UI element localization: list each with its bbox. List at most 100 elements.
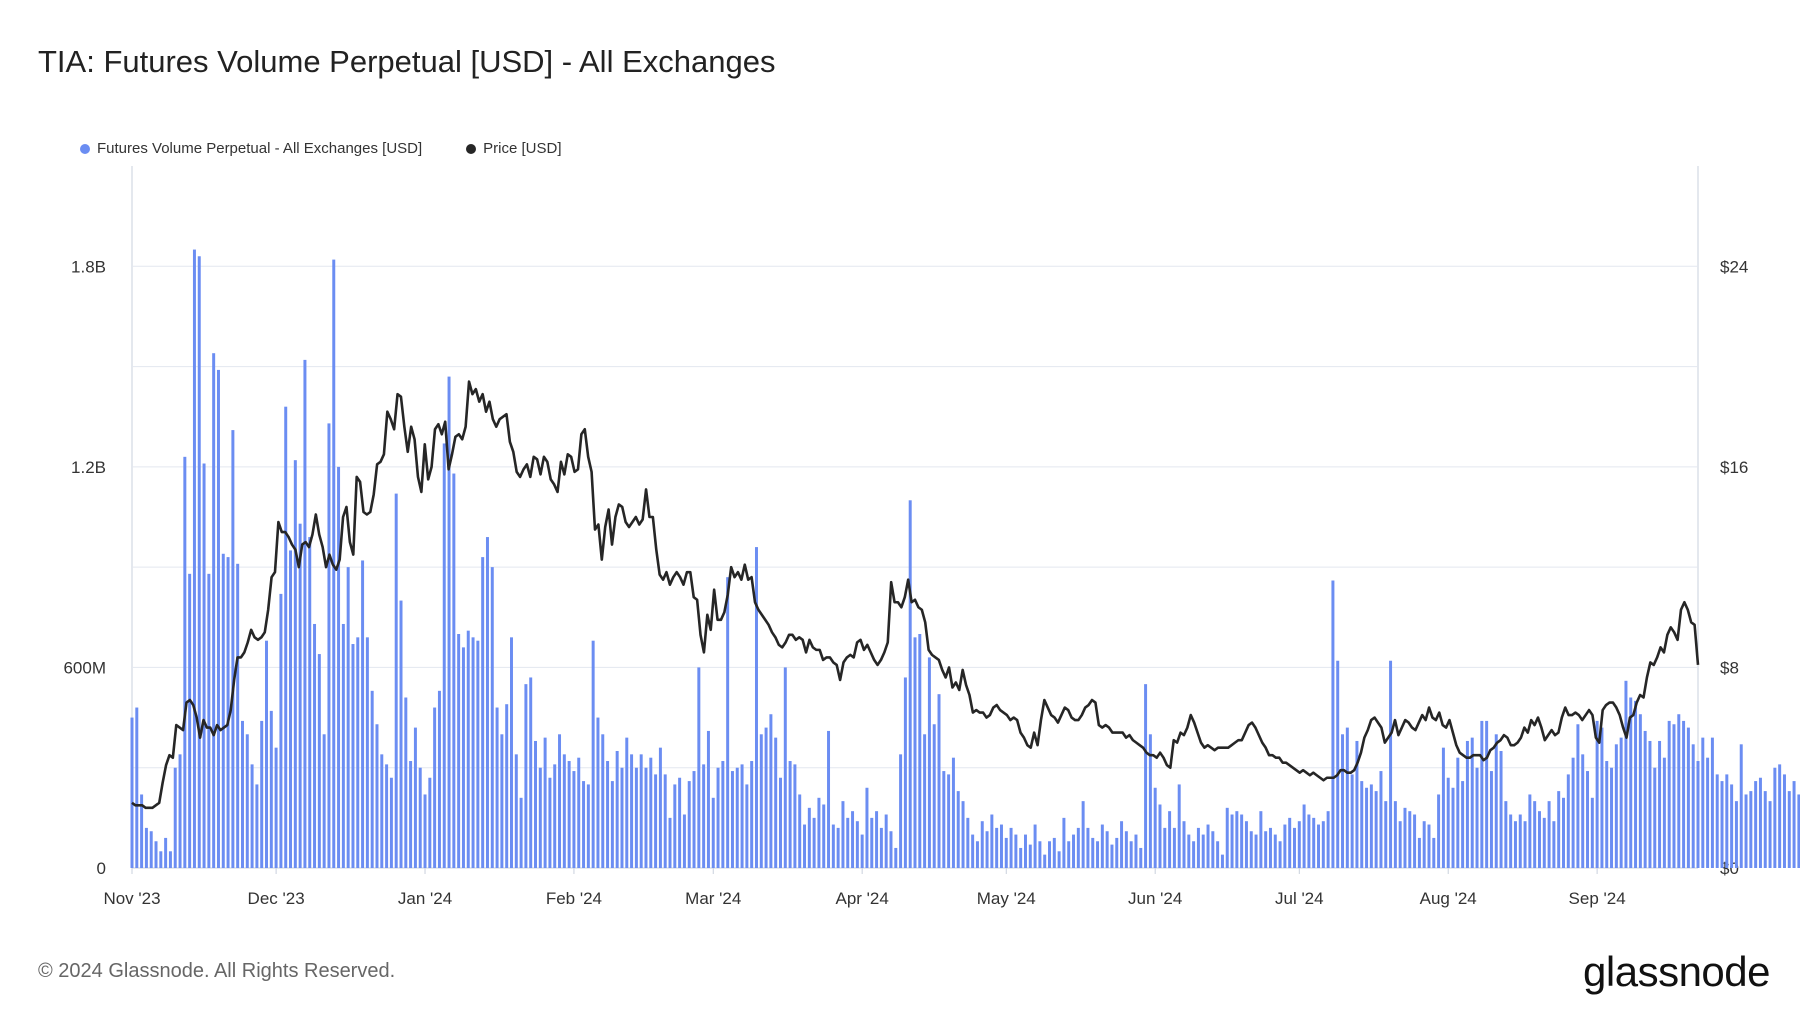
volume-bar (947, 774, 951, 868)
volume-bar (831, 824, 835, 868)
volume-bar (567, 761, 571, 868)
volume-bar (1552, 821, 1556, 868)
volume-bar (1485, 720, 1489, 868)
volume-bar (409, 761, 413, 868)
volume-bar (903, 677, 907, 868)
volume-bar (822, 804, 826, 868)
volume-bar (779, 777, 782, 868)
volume-bar (860, 834, 864, 868)
volume-bar (1571, 757, 1575, 868)
volume-bar (1374, 791, 1378, 868)
volume-bar (365, 637, 369, 868)
legend-item-volume[interactable]: Futures Volume Perpetual - All Exchanges… (80, 140, 422, 157)
volume-bar (1528, 794, 1532, 868)
volume-bar (1278, 841, 1282, 868)
volume-bar (894, 847, 898, 868)
price-line (131, 380, 1700, 810)
volume-bar (1230, 814, 1234, 868)
volume-bar (639, 754, 643, 868)
volume-bar (308, 537, 312, 868)
volume-bar (1629, 697, 1633, 868)
x-tick-label: Jul '24 (1275, 889, 1324, 908)
volume-bar (1283, 824, 1287, 868)
volume-bar (380, 754, 384, 868)
volume-bar (649, 757, 653, 868)
volume-bar (226, 557, 230, 868)
volume-bar (1124, 831, 1128, 868)
volume-bar (313, 623, 317, 868)
volume-bar (1537, 811, 1541, 868)
volume-bar (572, 771, 576, 868)
volume-bar (437, 690, 441, 868)
volume-bar (1211, 831, 1215, 868)
volume-bar (1504, 801, 1508, 868)
volume-bar (130, 717, 134, 868)
volume-bar (1201, 834, 1205, 868)
volume-bar (1758, 777, 1762, 868)
volume-bar (1754, 781, 1758, 868)
volume-bar (764, 727, 768, 868)
volume-bar (750, 761, 754, 868)
volume-bar (303, 359, 307, 868)
volume-bar (173, 767, 177, 868)
volume-bar (1326, 811, 1330, 868)
volume-bar (1427, 824, 1431, 868)
volume-bar (1206, 824, 1210, 868)
volume-bar (1196, 827, 1200, 868)
volume-bar (1686, 727, 1690, 868)
volume-bar (1494, 734, 1498, 868)
y-left-tick-label: 0 (97, 859, 106, 878)
legend-item-price[interactable]: Price [USD] (466, 140, 562, 157)
volume-bar (1797, 794, 1800, 868)
volume-bar (399, 600, 403, 868)
volume-bar (1004, 837, 1008, 868)
y-left-tick-label: 1.2B (71, 458, 106, 477)
volume-bar (1293, 827, 1296, 868)
volume-bar (711, 797, 715, 868)
volume-bar (865, 787, 869, 868)
volume-bar (1398, 821, 1402, 868)
volume-bar (341, 623, 345, 868)
volume-bar (1163, 827, 1167, 868)
volume-bar (1417, 837, 1421, 868)
volume-bar (803, 824, 807, 868)
volume-bar (553, 764, 557, 868)
volume-bar (562, 754, 566, 868)
volume-bar (1033, 824, 1037, 868)
x-tick-label: Nov '23 (103, 889, 160, 908)
volume-bar (500, 734, 504, 868)
volume-bar (1129, 841, 1133, 868)
volume-bar (183, 456, 187, 868)
volume-bar (1062, 817, 1066, 868)
volume-bar (1451, 787, 1455, 868)
volume-bar (846, 817, 850, 868)
volume-bar (1533, 801, 1537, 868)
volume-bar (447, 376, 451, 868)
volume-bar (697, 667, 701, 868)
volume-bar (851, 811, 855, 868)
volume-bar (1576, 724, 1580, 868)
volume-bar (658, 747, 662, 868)
volume-bar (1009, 827, 1013, 868)
volume-bar (1220, 854, 1224, 868)
volume-bar (1619, 737, 1623, 868)
volume-bar (1244, 821, 1248, 868)
volume-bar (774, 737, 778, 868)
volume-bar (284, 406, 288, 868)
volume-bar (466, 630, 470, 868)
volume-bar (457, 634, 461, 868)
volume-bar (265, 640, 268, 868)
volume-bar (1259, 811, 1263, 868)
volume-bar (1268, 827, 1272, 868)
volume-bar (1691, 744, 1695, 868)
legend-label-price: Price [USD] (483, 140, 562, 157)
volume-bar (1355, 740, 1359, 868)
volume-bar (908, 500, 912, 868)
volume-bar (1321, 821, 1325, 868)
volume-bar (1744, 794, 1748, 868)
volume-bar (606, 761, 610, 868)
volume-bar (855, 821, 859, 868)
volume-bar (418, 767, 422, 868)
volume-bar (875, 811, 879, 868)
